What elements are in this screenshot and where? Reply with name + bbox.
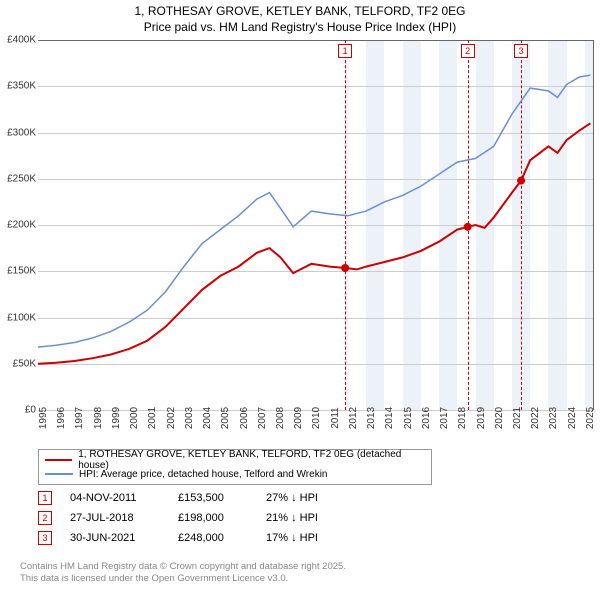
x-tick-label: 1998 <box>93 407 104 429</box>
x-tick-label: 2020 <box>494 407 505 429</box>
x-tick-label: 1999 <box>111 407 122 429</box>
sale-point-marker <box>341 264 349 272</box>
sale-point-marker <box>464 223 472 231</box>
sale-id-badge: 1 <box>38 491 52 505</box>
x-tick-label: 2007 <box>257 407 268 429</box>
legend-label-hpi: HPI: Average price, detached house, Telf… <box>79 469 328 480</box>
x-tick-label: 2017 <box>439 407 450 429</box>
legend-swatch-hpi <box>45 473 73 475</box>
y-tick-label: £150K <box>0 266 36 277</box>
x-tick-label: 2010 <box>311 407 322 429</box>
x-tick-label: 2008 <box>275 407 286 429</box>
title-line-1: 1, ROTHESAY GROVE, KETLEY BANK, TELFORD,… <box>0 4 600 20</box>
y-tick-label: £400K <box>0 35 36 46</box>
x-tick-label: 2005 <box>220 407 231 429</box>
y-tick-label: £250K <box>0 173 36 184</box>
legend-swatch-price <box>45 459 72 461</box>
x-tick-label: 2000 <box>129 407 140 429</box>
x-tick-label: 2012 <box>348 407 359 429</box>
footer: Contains HM Land Registry data © Crown c… <box>20 561 346 585</box>
x-tick-label: 2009 <box>293 407 304 429</box>
chart-title: 1, ROTHESAY GROVE, KETLEY BANK, TELFORD,… <box>0 0 600 35</box>
y-tick-label: £200K <box>0 220 36 231</box>
x-tick-label: 1997 <box>74 407 85 429</box>
x-tick-label: 2003 <box>184 407 195 429</box>
series-price_paid <box>38 123 590 363</box>
y-tick-label: £100K <box>0 312 36 323</box>
y-tick-label: £0 <box>0 405 36 416</box>
footer-line-1: Contains HM Land Registry data © Crown c… <box>20 561 346 573</box>
x-tick-label: 1995 <box>38 407 49 429</box>
x-tick-label: 2006 <box>239 407 250 429</box>
legend-row-price: 1, ROTHESAY GROVE, KETLEY BANK, TELFORD,… <box>45 453 425 467</box>
plot-svg <box>38 40 594 410</box>
x-tick-label: 2001 <box>147 407 158 429</box>
sale-point-marker <box>517 177 525 185</box>
chart-container: 1, ROTHESAY GROVE, KETLEY BANK, TELFORD,… <box>0 0 600 590</box>
sale-delta: 21% ↓ HPI <box>266 512 356 524</box>
title-line-2: Price paid vs. HM Land Registry's House … <box>0 20 600 36</box>
legend: 1, ROTHESAY GROVE, KETLEY BANK, TELFORD,… <box>38 449 432 485</box>
x-tick-label: 2021 <box>512 407 523 429</box>
y-tick-label: £50K <box>0 358 36 369</box>
x-tick-label: 2004 <box>202 407 213 429</box>
series-hpi <box>38 75 590 347</box>
sale-price: £198,000 <box>178 512 248 524</box>
sale-id-badge: 3 <box>38 531 52 545</box>
sale-date: 27-JUL-2018 <box>70 512 160 524</box>
sale-row: 2 27-JUL-2018 £198,000 21% ↓ HPI <box>38 510 356 526</box>
x-tick-label: 2024 <box>567 407 578 429</box>
x-tick-label: 2018 <box>457 407 468 429</box>
x-tick-label: 2011 <box>330 407 341 429</box>
x-tick-label: 2023 <box>548 407 559 429</box>
sale-date: 04-NOV-2011 <box>70 492 160 504</box>
x-tick-label: 2019 <box>476 407 487 429</box>
sale-row: 1 04-NOV-2011 £153,500 27% ↓ HPI <box>38 490 356 506</box>
sale-date: 30-JUN-2021 <box>70 532 160 544</box>
y-tick-label: £300K <box>0 127 36 138</box>
x-tick-label: 2025 <box>585 407 596 429</box>
sale-delta: 17% ↓ HPI <box>266 532 356 544</box>
x-tick-label: 2022 <box>530 407 541 429</box>
x-tick-label: 2014 <box>384 407 395 429</box>
x-tick-label: 2013 <box>366 407 377 429</box>
sale-price: £248,000 <box>178 532 248 544</box>
sale-id-badge: 2 <box>38 511 52 525</box>
sale-row: 3 30-JUN-2021 £248,000 17% ↓ HPI <box>38 530 356 546</box>
sale-delta: 27% ↓ HPI <box>266 492 356 504</box>
footer-line-2: This data is licensed under the Open Gov… <box>20 573 346 585</box>
x-tick-label: 2002 <box>166 407 177 429</box>
x-tick-label: 2015 <box>403 407 414 429</box>
x-tick-label: 1996 <box>56 407 67 429</box>
x-tick-label: 2016 <box>421 407 432 429</box>
y-tick-label: £350K <box>0 81 36 92</box>
sale-price: £153,500 <box>178 492 248 504</box>
